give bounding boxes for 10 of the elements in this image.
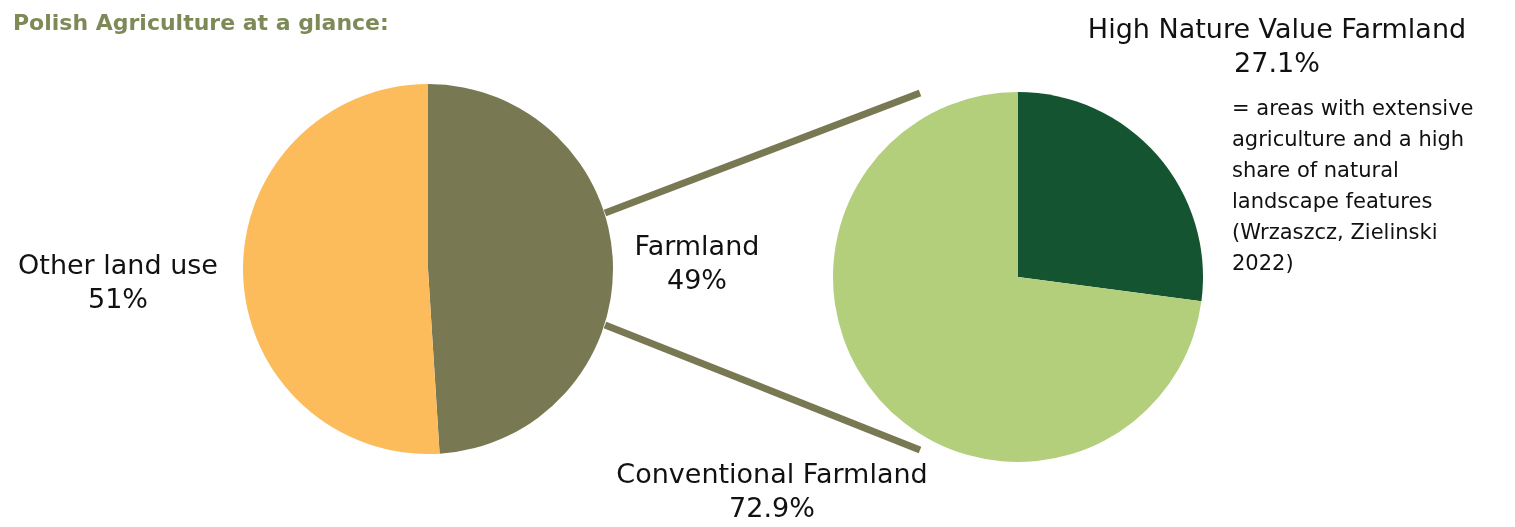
slice-label: Farmland: [634, 229, 760, 261]
slice-label: Other land use: [18, 248, 218, 280]
data-label: 27.1%: [1234, 46, 1320, 78]
slice-label: Conventional Farmland: [616, 457, 928, 489]
data-label: 49%: [666, 263, 728, 295]
data-label: 72.9%: [729, 491, 815, 523]
text: = areas with extensive agriculture and a high share of natural landscape features (Wrzaszcz, Zielinski 2022): [1232, 95, 1481, 275]
data-label: 51%: [87, 282, 149, 314]
chart-title: Polish Agriculture at a glance:: [13, 9, 389, 35]
slice-label: High Nature Value Farmland: [1087, 12, 1467, 44]
